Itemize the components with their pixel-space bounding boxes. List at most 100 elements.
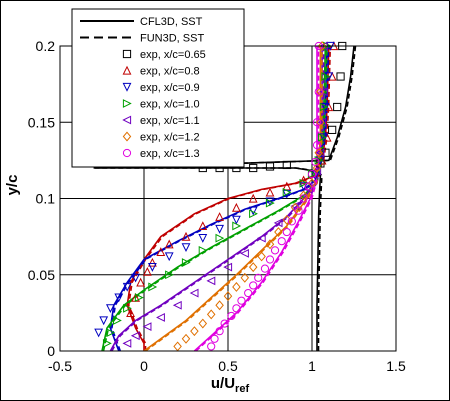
series-5-exp-point (265, 239, 275, 250)
series-2-exp-point (181, 243, 191, 253)
series-2-exp-point (122, 282, 132, 292)
series-3-exp-point (148, 282, 158, 292)
series-4-fun3d-line (111, 46, 325, 352)
series-0-cfl3d-line (93, 45, 355, 351)
series-5-exp-point (181, 333, 191, 344)
series-3-exp-point (181, 258, 191, 267)
series-6-exp-point (294, 206, 303, 215)
series-6-exp-point (282, 227, 291, 237)
series-4-exp-point (240, 248, 249, 258)
series-6-exp-point (215, 327, 224, 336)
y-axis-label: y/c (4, 175, 21, 196)
series-markers (94, 41, 347, 352)
x-tick-label: -0.5 (48, 358, 72, 374)
series-3-exp-point (165, 270, 174, 280)
series-6-exp-point (304, 182, 313, 191)
legend-label: exp, x/c=1.0 (140, 99, 200, 111)
series-6-exp-point (244, 288, 253, 298)
series-2-exp-point (114, 293, 124, 303)
series-1-exp-point (265, 187, 275, 197)
legend: CFL3D, SST FUN3D, SST exp, x/c=0.65 exp, x/… (71, 8, 245, 168)
series-2-cfl3d-line (109, 45, 328, 352)
series-2-exp-point (147, 263, 157, 272)
series-1-exp-point (248, 193, 258, 203)
series-3-exp-point (232, 221, 242, 231)
series-3-exp-point (102, 338, 112, 348)
series-5-exp-point (257, 251, 266, 262)
legend-marker-triangle-left (122, 115, 132, 125)
series-0-exp-point (333, 102, 342, 112)
series-3-exp-point (113, 316, 122, 325)
legend-marker-square (122, 49, 132, 59)
series-6-exp-point (265, 255, 275, 264)
series-6-exp-point (312, 118, 322, 127)
series-5-exp-point (248, 262, 258, 273)
series-2-exp-point (215, 224, 225, 234)
series-5-exp-point (223, 291, 233, 302)
series-3-exp-point (249, 209, 258, 219)
series-2-exp-point (164, 252, 174, 262)
series-1-exp-point (198, 221, 208, 231)
series-0-exp-point (282, 160, 291, 170)
legend-marker-triangle-right (122, 99, 132, 108)
series-1-exp-point (126, 308, 135, 317)
y-tick-label: 0 (47, 343, 55, 359)
series-6-exp-point (207, 342, 216, 351)
series-1-exp-point (147, 257, 157, 267)
series-3-exp-point (282, 187, 292, 197)
legend-box (71, 8, 245, 168)
series-6-exp-point (287, 217, 296, 226)
series-2-exp-point (198, 234, 208, 243)
series-6-exp-point (312, 141, 322, 150)
series-5-exp-point (316, 86, 325, 97)
series-5-exp-point (173, 341, 182, 352)
series-5-cfl3d-line (143, 46, 322, 352)
series-6-exp-point (277, 237, 286, 246)
x-axis-label-main: u/U (211, 375, 235, 392)
series-3-exp-point (215, 233, 225, 243)
series-5-fun3d-line (145, 46, 323, 352)
series-6-exp-point (270, 246, 280, 255)
series-1-exp-point (164, 239, 174, 249)
series-0-exp-point (328, 125, 337, 134)
series-5-exp-point (299, 190, 308, 201)
legend-label: exp, x/c=1.2 (140, 132, 200, 144)
series-6-exp-point (311, 157, 320, 166)
x-tick-label: 1 (308, 358, 316, 374)
series-5-exp-point (232, 281, 241, 292)
y-tick-label: 0.05 (28, 267, 55, 283)
series-2-fun3d-line (111, 45, 330, 352)
legend-marker-triangle-down (122, 82, 132, 92)
series-6-exp-point (232, 304, 241, 313)
y-tick-label: 0.2 (36, 38, 56, 54)
series-0-fun3d-line (95, 45, 357, 351)
series-3-exp-point (106, 328, 116, 338)
series-5-exp-point (240, 272, 250, 283)
legend-marker-circle (122, 148, 132, 158)
series-5-exp-point (190, 326, 199, 337)
series-0-exp-point (336, 72, 345, 81)
series-2-exp-point (131, 273, 141, 283)
series-2-exp-point (99, 316, 109, 326)
x-axis-label: u/Uref (211, 375, 250, 395)
series-1-exp-point (136, 277, 146, 287)
legend-label: exp, x/c=0.9 (140, 82, 200, 94)
series-1-exp-point (215, 212, 225, 221)
series-4-exp-point (142, 322, 152, 332)
legend-label: exp, x/c=0.8 (140, 66, 200, 78)
series-5-exp-point (317, 41, 327, 51)
series-6-exp-point (299, 194, 308, 203)
x-axis-label-subscript: ref (235, 383, 249, 395)
series-3-exp-point (299, 178, 309, 188)
series-4-exp-point (172, 300, 182, 310)
series-1-exp-point (317, 155, 327, 165)
series-3-exp-point (265, 198, 275, 208)
legend-label: FUN3D, SST (140, 33, 204, 45)
series-4-exp-point (303, 184, 313, 194)
series-3-exp-point (319, 102, 329, 112)
series-6-exp-point (227, 311, 236, 321)
series-5-exp-point (215, 300, 224, 311)
series-2-exp-point (105, 304, 115, 314)
series-3-exp-point (317, 133, 327, 142)
